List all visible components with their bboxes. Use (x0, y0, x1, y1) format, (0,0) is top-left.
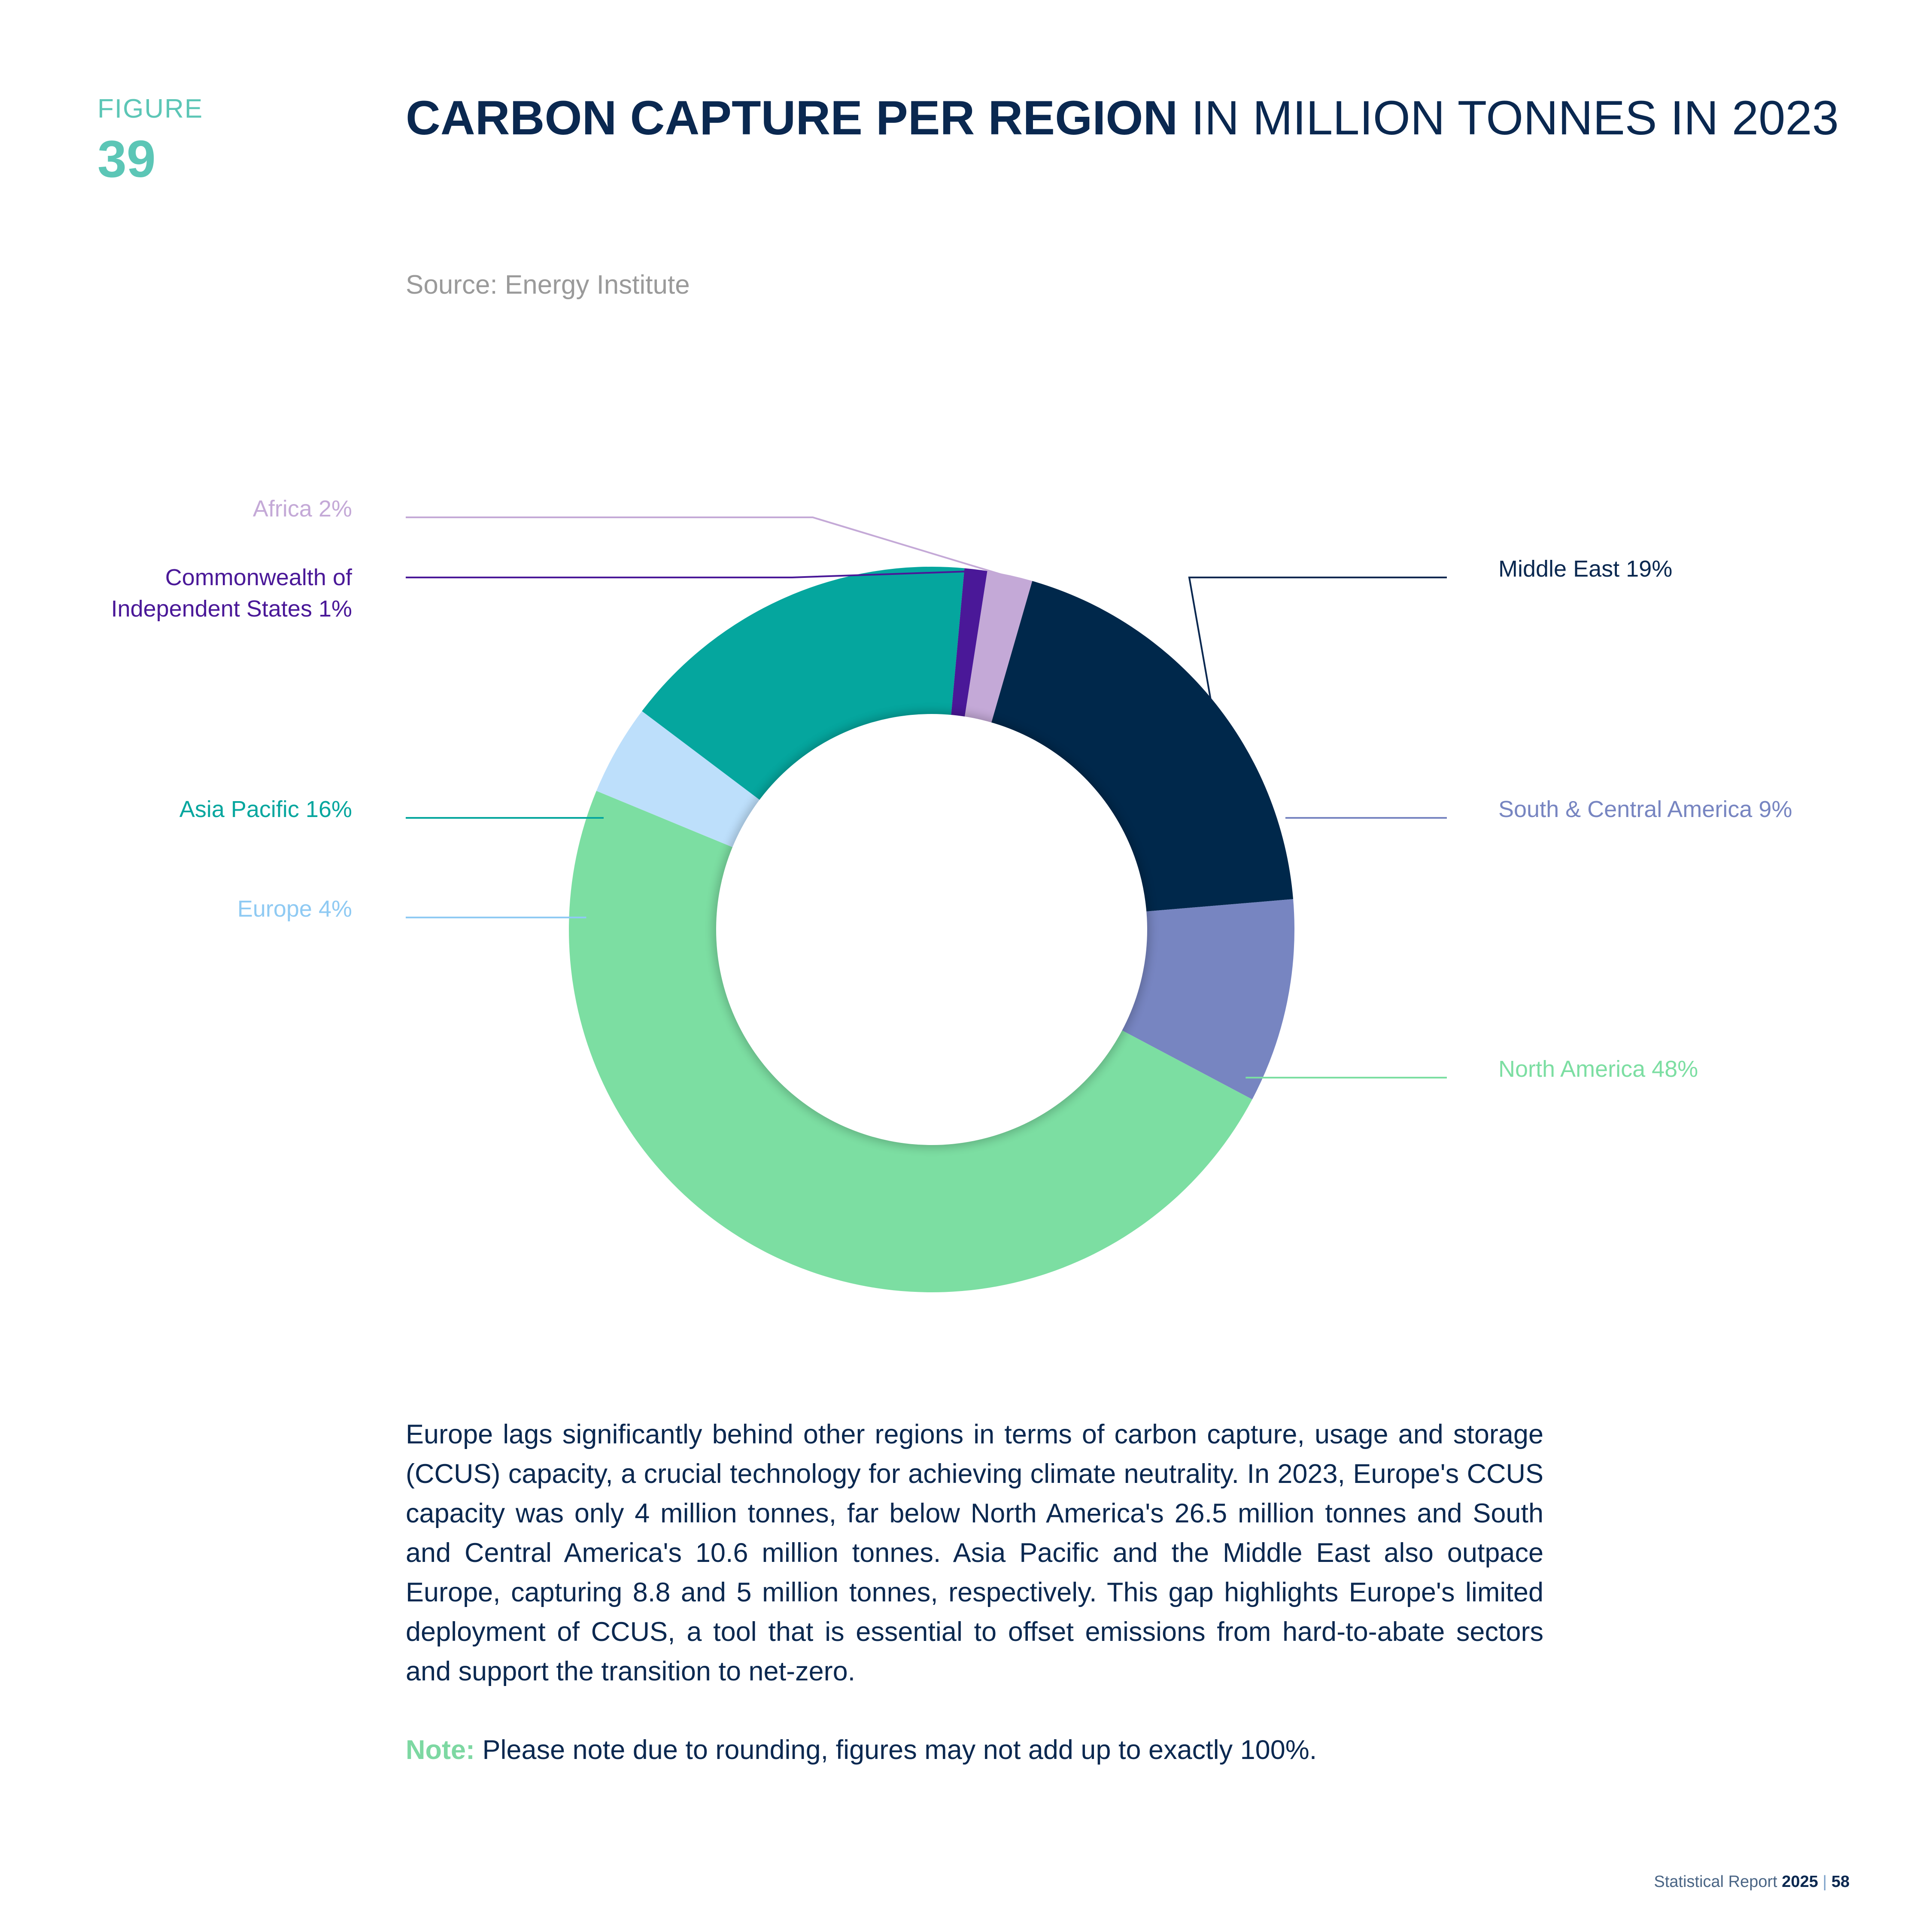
page-footer: Statistical Report 2025 | 58 (1654, 1873, 1850, 1891)
chart-title-regular: IN MILLION TONNES IN 2023 (1191, 91, 1839, 145)
leader-line-commonwealth-of-independent-states (406, 570, 976, 578)
note-text: Please note due to rounding, figures may… (482, 1735, 1317, 1765)
slice-label-commonwealth-of-independent-states: Commonwealth of Independent States 1% (111, 565, 352, 622)
figure-label: FIGURE (97, 94, 204, 124)
slice-middle-east (990, 581, 1294, 912)
slice-label-africa: Africa 2% (253, 496, 352, 522)
slice-commonwealth-of-independent-states (951, 568, 987, 721)
leader-line-middle-east (1188, 577, 1447, 701)
chart-title-bold: CARBON CAPTURE PER REGION (406, 91, 1178, 145)
slice-label-south-and-central-america: South & Central America 9% (1498, 796, 1792, 822)
slice-south-and-central-america (1118, 899, 1294, 1100)
figure-number: 39 (97, 130, 156, 188)
slice-europe (596, 711, 763, 849)
chart-title: CARBON CAPTURE PER REGION IN MILLION TON… (406, 90, 1839, 146)
note-label: Note: (406, 1735, 475, 1765)
note: Note: Please note due to rounding, figur… (406, 1735, 1565, 1765)
donut-hole (716, 714, 1147, 1145)
chart-source: Source: Energy Institute (406, 270, 690, 300)
slice-label-asia-pacific: Asia Pacific 16% (179, 796, 352, 822)
body-paragraph: Europe lags significantly behind other r… (406, 1419, 1543, 1686)
leader-line-africa (406, 516, 1010, 578)
donut-slices (568, 567, 1294, 1293)
slice-label-line: Commonwealth of (165, 565, 352, 590)
leader-lines (406, 516, 1447, 1078)
footer-year: 2025 (1782, 1873, 1818, 1891)
slice-africa (964, 571, 1033, 727)
footer-page-number: 58 (1831, 1873, 1850, 1891)
footer-separator: | (1823, 1873, 1827, 1891)
slice-label-europe: Europe 4% (237, 896, 352, 922)
slice-label-middle-east: Middle East 19% (1498, 556, 1672, 582)
slice-north-america (568, 791, 1252, 1293)
slice-asia-pacific (642, 567, 965, 802)
slice-labels: Middle East 19% South & Central America 9… (111, 496, 1792, 1082)
slice-label-north-america: North America 48% (1498, 1056, 1698, 1082)
footer-report: Statistical Report (1654, 1873, 1777, 1891)
slice-label-line: Independent States 1% (111, 596, 352, 622)
